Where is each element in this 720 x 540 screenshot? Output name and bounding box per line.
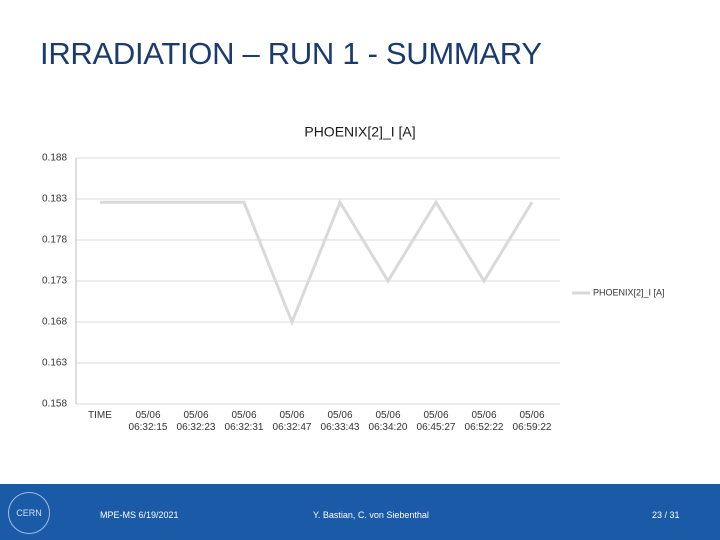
- data-line: [100, 198, 534, 327]
- footer-authors: Y. Bastian, C. von Siebenthal: [313, 510, 429, 520]
- x-tick-label: 05/06 06:32:47: [272, 410, 312, 433]
- page-number: 23 / 31: [652, 510, 680, 520]
- x-tick-label: 05/06 06:34:20: [368, 410, 408, 433]
- legend-label: PHOENIX[2]_I [A]: [593, 287, 665, 297]
- x-tick-label: TIME: [88, 410, 112, 421]
- footer: CERN MPE-MS 6/19/2021 Y. Bastian, C. von…: [0, 484, 720, 540]
- chart-title: PHOENIX[2]_I [A]: [304, 124, 415, 140]
- x-tick-label: 05/06 06:33:43: [320, 410, 360, 433]
- x-tick-label: 05/06 06:45:27: [416, 410, 456, 433]
- y-tick-label: 0.168: [42, 317, 67, 328]
- x-tick-label: 05/06 06:59:22: [512, 410, 552, 433]
- y-tick-label: 0.178: [42, 235, 67, 246]
- y-tick-label: 0.158: [42, 399, 67, 410]
- y-tick-label: 0.163: [42, 358, 67, 369]
- footer-date: MPE-MS 6/19/2021: [100, 510, 179, 520]
- y-tick-label: 0.188: [42, 153, 67, 164]
- x-tick-label: 05/06 06:32:15: [128, 410, 168, 433]
- y-tick-label: 0.173: [42, 276, 67, 287]
- logo: CERN: [8, 492, 50, 534]
- slide-title: IRRADIATION – RUN 1 - SUMMARY: [40, 36, 542, 71]
- x-tick-label: 05/06 06:32:23: [176, 410, 216, 433]
- chart: PHOENIX[2]_I [A] 0.158 0.163 0.168 0.173 0.1…: [42, 124, 665, 410]
- y-tick-label: 0.183: [42, 194, 67, 205]
- x-tick-label: 05/06 06:32:31: [224, 410, 264, 433]
- x-tick-label: 05/06 06:52:22: [464, 410, 504, 433]
